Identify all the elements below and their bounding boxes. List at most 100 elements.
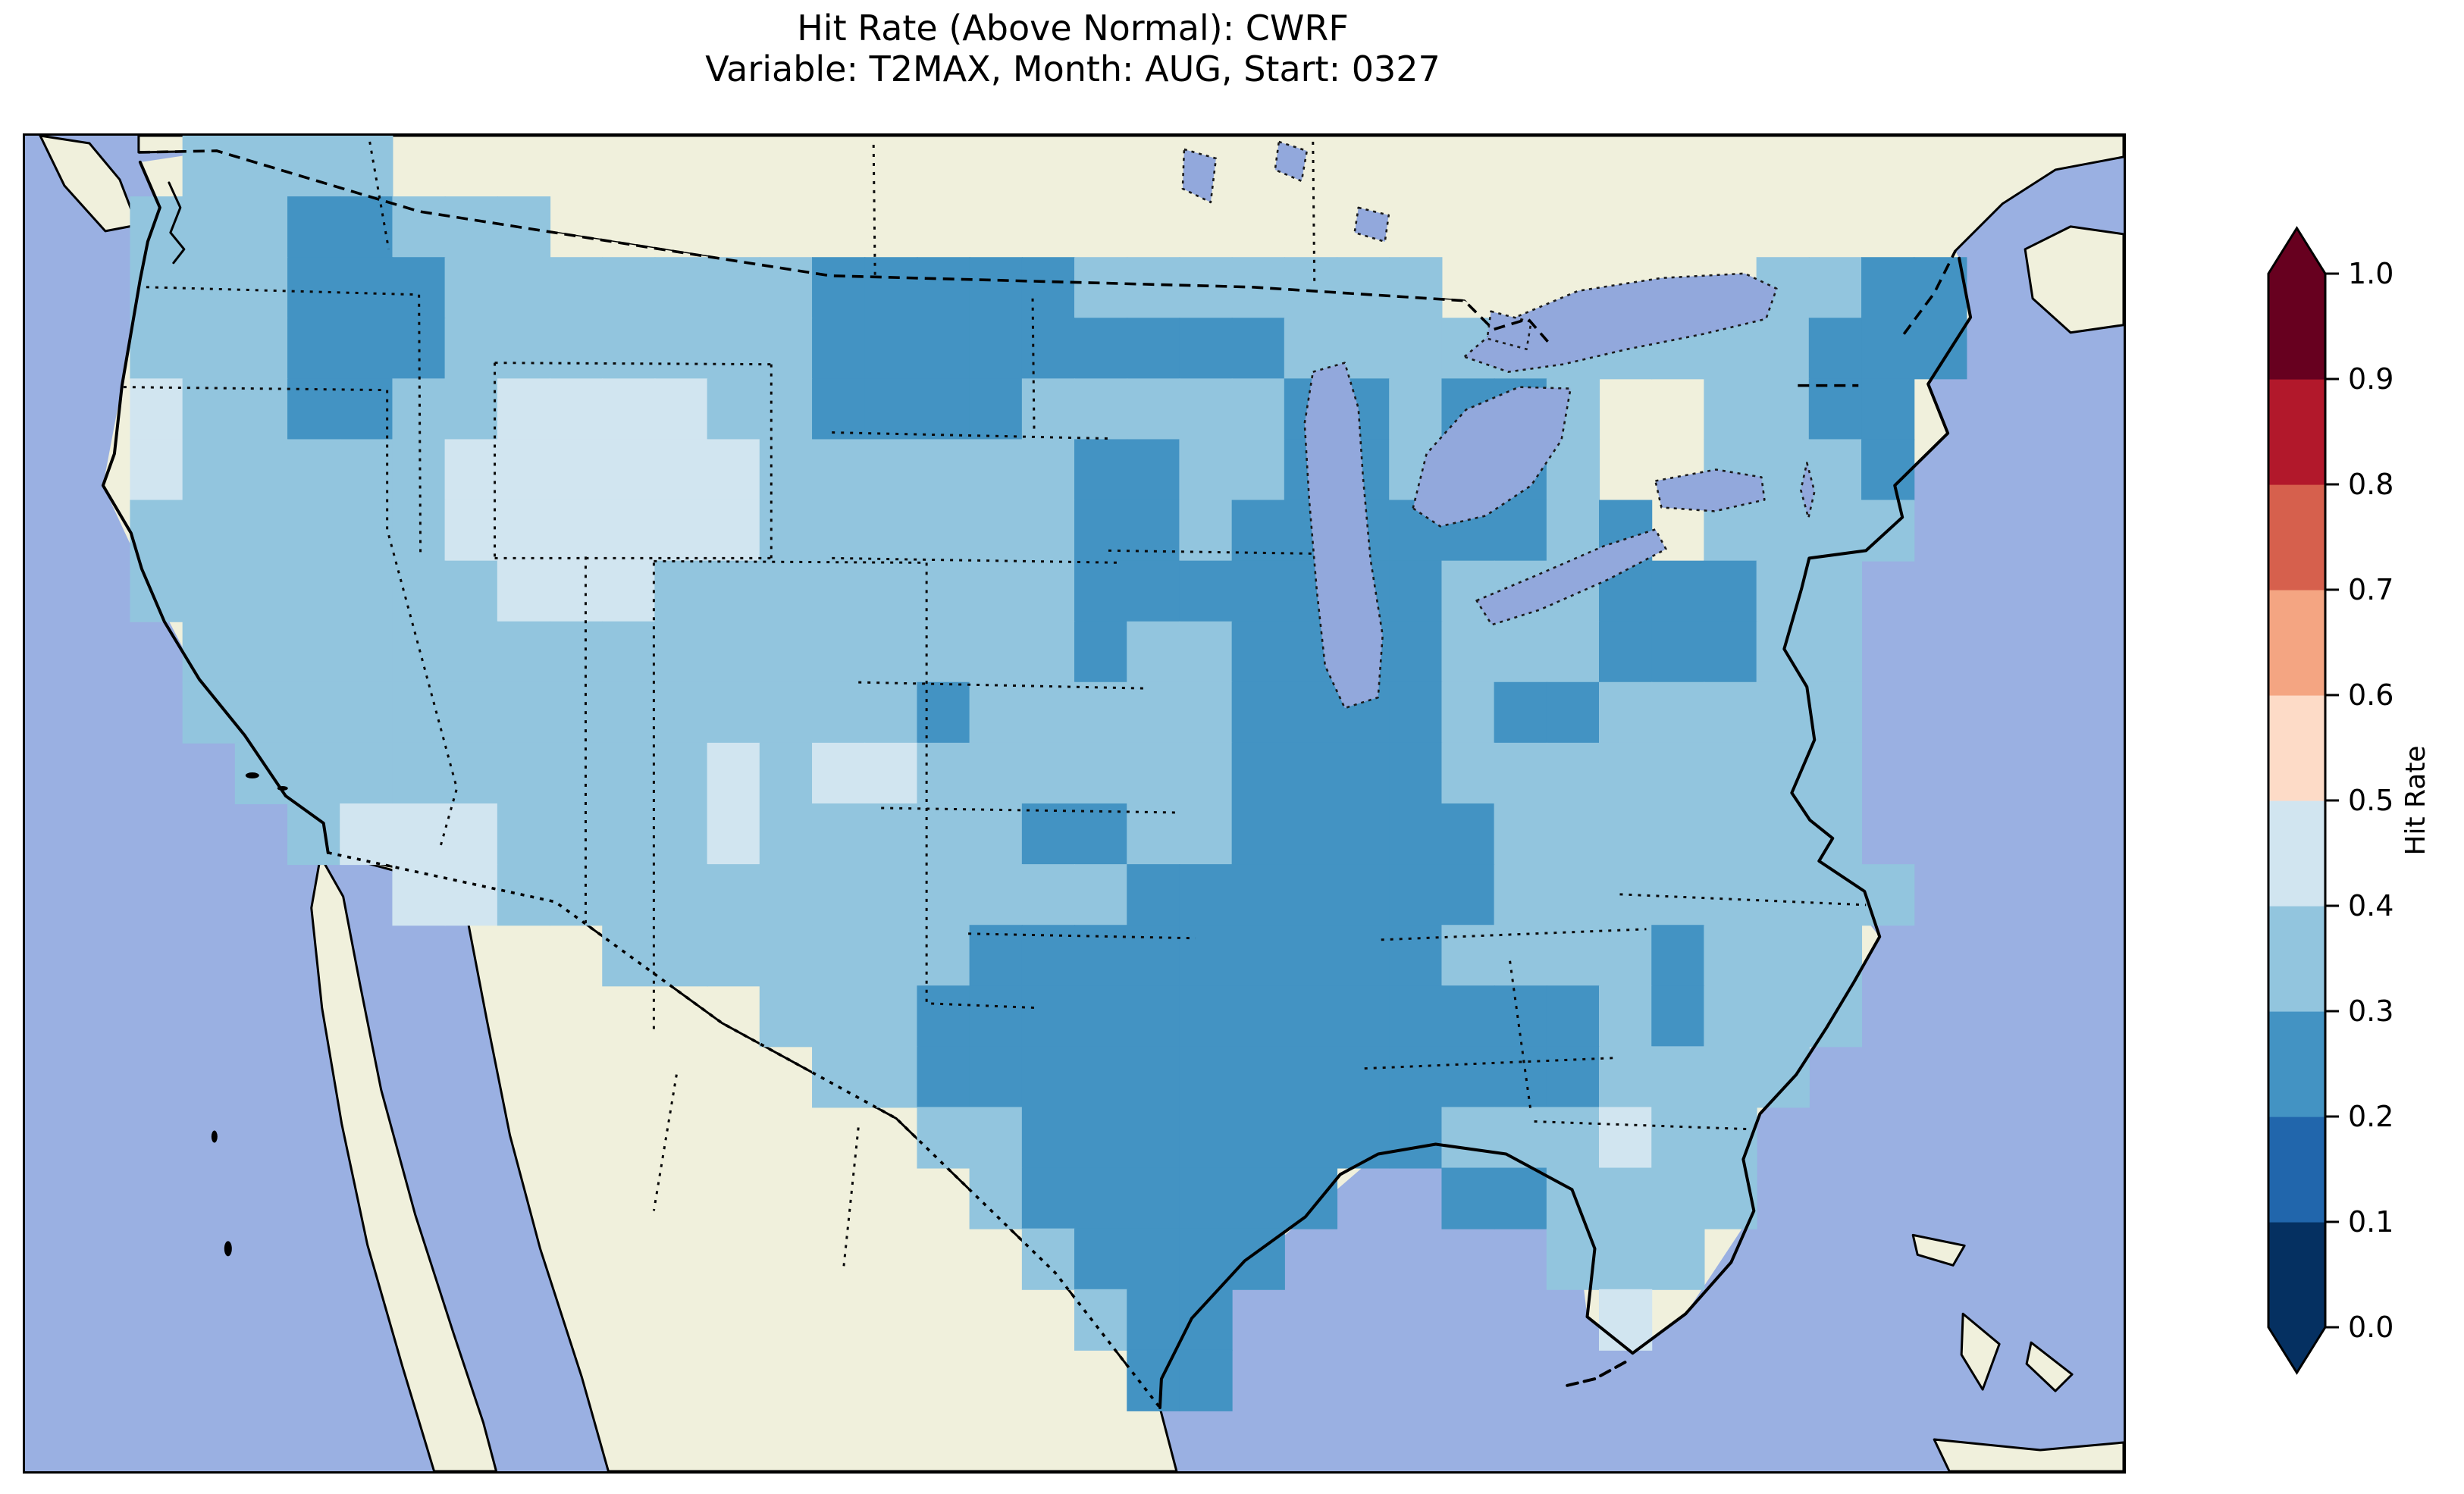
hit-rate-cell <box>130 439 183 501</box>
hit-rate-cell <box>444 378 498 440</box>
hit-rate-cell <box>1651 560 1705 622</box>
hit-rate-cell <box>444 621 498 683</box>
hit-rate-cell <box>1808 925 1863 987</box>
hit-rate-cell <box>1389 742 1443 804</box>
hit-rate-cell <box>1284 1167 1338 1229</box>
hit-rate-cell <box>1599 1228 1653 1290</box>
hit-rate-cell <box>1337 925 1390 987</box>
hit-rate-cell <box>1651 1107 1705 1169</box>
hit-rate-cell <box>1179 1107 1233 1169</box>
puget-sound <box>168 181 186 265</box>
state-border-lines <box>123 141 1867 1272</box>
hit-rate-cell <box>864 621 918 683</box>
hit-rate-cell <box>1127 257 1180 319</box>
hit-rate-cell <box>707 439 760 501</box>
hit-rate-cell <box>392 621 446 683</box>
hit-rate-cell <box>497 257 551 319</box>
hit-rate-cell <box>1179 864 1233 926</box>
hit-rate-cell <box>1284 1107 1338 1169</box>
country-borders <box>138 149 1957 1409</box>
hit-rate-cell <box>1494 925 1547 987</box>
hit-rate-cell <box>969 742 1023 804</box>
hit-rate-cell <box>812 318 866 380</box>
hit-rate-cell <box>287 560 341 622</box>
hit-rate-cell <box>1808 742 1863 804</box>
hit-rate-cell <box>550 439 603 501</box>
hit-rate-cell <box>550 803 603 866</box>
hit-rate-cell <box>1284 681 1338 744</box>
hit-rate-cell <box>654 439 708 501</box>
hit-rate-cell <box>1808 560 1863 622</box>
hit-rate-cell <box>550 500 603 562</box>
hit-rate-cell <box>497 742 551 804</box>
colorbar-tick-label: 0.1 <box>2348 1205 2393 1239</box>
hit-rate-cell <box>1127 803 1180 866</box>
hit-rate-cell <box>654 681 708 744</box>
colorbar: 0.0 0.1 0.2 0.3 0.4 0.5 0.6 0.7 0.8 0.9 1.0 Hit Ra… <box>2267 226 2431 1375</box>
colorbar-bin <box>2268 1117 2325 1223</box>
baja-california <box>310 855 498 1471</box>
hit-rate-cell <box>707 560 760 622</box>
hit-rate-cell <box>1494 803 1547 866</box>
hit-rate-cell <box>1546 1107 1600 1169</box>
hit-rate-cell <box>707 257 760 319</box>
hit-rate-cell <box>1127 1289 1180 1351</box>
hit-rate-cell <box>654 500 708 562</box>
colorbar-bin <box>2268 590 2325 696</box>
hit-rate-cell <box>1756 681 1810 744</box>
hit-rate-cell <box>707 318 760 380</box>
hit-rate-cell <box>497 621 551 683</box>
hit-rate-cell <box>812 803 866 866</box>
hit-rate-cell <box>1284 1046 1338 1108</box>
hit-rate-cell <box>1651 1046 1705 1108</box>
hit-rate-cell <box>1756 803 1810 866</box>
hit-rate-cell <box>1074 1107 1128 1169</box>
hit-rate-cell <box>287 378 341 440</box>
hit-rate-cell <box>1021 439 1076 501</box>
hit-rate-cell <box>550 864 603 926</box>
hit-rate-cell <box>1494 1107 1547 1169</box>
hit-rate-cell <box>1546 985 1600 1048</box>
lakes <box>1181 140 1816 709</box>
hit-rate-cell <box>130 560 183 622</box>
hit-rate-cell <box>392 257 446 319</box>
hit-rate-cell <box>602 621 656 683</box>
hit-rate-cell <box>602 257 656 319</box>
hit-rate-cell <box>340 318 393 380</box>
hit-rate-cell <box>812 500 866 562</box>
hit-rate-cell <box>917 621 970 683</box>
hit-rate-cell <box>1179 439 1233 501</box>
hit-rate-cell <box>1127 1046 1180 1108</box>
hit-rate-cell <box>1704 560 1757 622</box>
hit-rate-cell <box>1861 318 1915 380</box>
hit-rate-cell <box>1179 803 1233 866</box>
hit-rate-cell <box>1599 681 1653 744</box>
hit-rate-cell <box>1127 318 1180 380</box>
hit-rate-cell <box>234 500 289 562</box>
hit-rate-cell <box>969 803 1023 866</box>
hit-rate-cell <box>1021 681 1076 744</box>
hit-rate-cell <box>759 318 813 380</box>
hit-rate-cell <box>1546 621 1600 683</box>
hit-rate-cell <box>1861 257 1915 319</box>
colorbar-segments <box>2268 228 2325 1373</box>
hit-rate-cell <box>1021 925 1076 987</box>
hit-rate-cell <box>1651 803 1705 866</box>
hit-rate-cell <box>1127 621 1180 683</box>
hit-rate-cell <box>234 196 289 258</box>
colorbar-tick-label: 1.0 <box>2348 257 2393 290</box>
hit-rate-cell <box>812 378 866 440</box>
hit-rate-cell <box>1494 621 1547 683</box>
lake-erie <box>1475 528 1667 626</box>
hit-rate-cell <box>340 500 393 562</box>
hit-rate-cell <box>602 803 656 866</box>
hit-rate-cell <box>1021 378 1076 440</box>
hit-rate-cell <box>1599 742 1653 804</box>
canadian-lake-3 <box>1353 206 1390 243</box>
hit-rate-cell <box>707 742 760 804</box>
hit-rate-cell <box>917 1107 970 1169</box>
hit-rate-cell <box>182 439 236 501</box>
lake-superior <box>1463 272 1778 373</box>
hit-rate-cell <box>1337 864 1390 926</box>
hit-rate-cell <box>1546 1046 1600 1108</box>
